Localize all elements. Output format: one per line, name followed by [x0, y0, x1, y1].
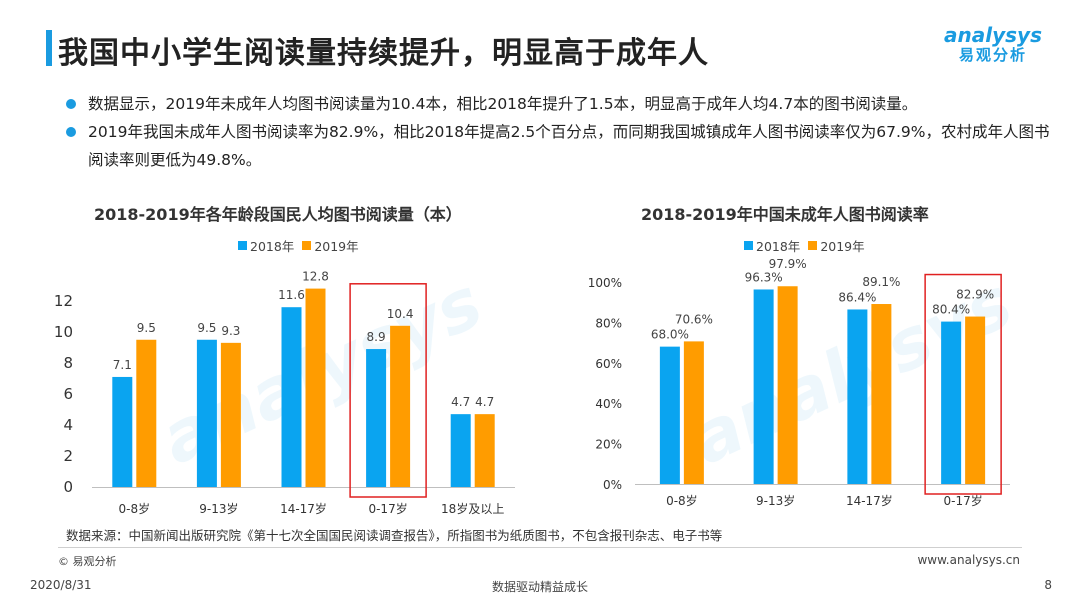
x-tick-label: 0-17岁	[368, 501, 407, 516]
bar	[683, 341, 704, 484]
x-tick-label: 0-17岁	[944, 493, 983, 508]
bar	[777, 286, 798, 484]
y-tick-label: 10	[54, 323, 73, 341]
y-tick-label: 2	[63, 447, 73, 465]
bullet-dot-icon	[66, 99, 76, 109]
logo-text-cn: 易观分析	[958, 46, 1027, 64]
bullet-item: 2019年我国未成年人图书阅读率为82.9%，相比2018年提高2.5个百分点，…	[62, 118, 1062, 174]
report-date: 2020/8/31	[30, 578, 92, 592]
bullet-dot-icon	[66, 127, 76, 137]
data-label: 82.9%	[956, 288, 994, 302]
y-tick-label: 60%	[595, 357, 622, 371]
copyright-text: © 易观分析	[58, 555, 117, 568]
logo-text-en: analysys	[944, 23, 1042, 47]
bar	[220, 342, 241, 487]
legend-label-2018: 2018年	[250, 239, 295, 254]
bar	[753, 289, 774, 484]
data-label: 86.4%	[838, 290, 876, 304]
y-tick-label: 8	[63, 354, 73, 372]
data-label: 80.4%	[932, 303, 970, 317]
bar	[871, 304, 892, 484]
legend-label-2018: 2018年	[756, 239, 801, 254]
y-tick-label: 20%	[595, 438, 622, 452]
bar	[474, 414, 495, 487]
data-label: 11.6	[278, 288, 305, 302]
legend-reading-volume: 2018年 2019年	[238, 236, 367, 255]
x-tick-label: 9-13岁	[756, 493, 795, 508]
data-source-note: 数据来源：中国新闻出版研究院《第十七次全国国民阅读调查报告》，所指图书为纸质图书…	[66, 528, 723, 543]
highlight-box	[924, 273, 1002, 495]
page-number: 8	[1044, 578, 1052, 592]
data-label: 70.6%	[675, 312, 713, 326]
bullet-text: 数据显示，2019年未成年人均图书阅读量为10.4本，相比2018年提升了1.5…	[88, 95, 918, 113]
legend-swatch-2018	[744, 241, 753, 250]
x-tick-label: 0-8岁	[118, 501, 150, 516]
legend-label-2019: 2019年	[314, 239, 359, 254]
bullet-text: 2019年我国未成年人图书阅读率为82.9%，相比2018年提高2.5个百分点，…	[88, 123, 1050, 169]
bar	[450, 414, 471, 487]
bar	[305, 288, 326, 487]
bar	[965, 316, 986, 484]
data-label: 9.3	[221, 324, 240, 338]
data-label: 4.7	[451, 395, 470, 409]
data-label: 7.1	[113, 358, 132, 372]
data-label: 9.5	[137, 321, 156, 335]
bar	[366, 349, 387, 487]
bar	[112, 376, 133, 487]
bar	[941, 321, 962, 484]
legend-item-2018: 2018年	[238, 236, 294, 255]
data-label: 8.9	[367, 330, 386, 344]
bullet-item: 数据显示，2019年未成年人均图书阅读量为10.4本，相比2018年提升了1.5…	[62, 90, 1062, 118]
data-label: 68.0%	[651, 328, 689, 342]
data-label: 4.7	[475, 395, 494, 409]
bullet-list: 数据显示，2019年未成年人均图书阅读量为10.4本，相比2018年提升了1.5…	[62, 90, 1062, 174]
footer-divider	[58, 547, 1022, 548]
legend-item-2019: 2019年	[302, 236, 359, 255]
y-tick-label: 0	[63, 478, 73, 496]
y-tick-label: 80%	[595, 316, 622, 330]
x-tick-label: 14-17岁	[280, 501, 327, 516]
y-tick-label: 6	[63, 385, 73, 403]
slogan-text: 数据驱动精益成长	[491, 580, 588, 594]
data-label: 12.8	[302, 270, 329, 284]
legend-reading-rate: 2018年 2019年	[744, 236, 873, 255]
x-tick-label: 0-8岁	[666, 493, 698, 508]
brand-logo: analysys 易观分析	[938, 24, 1048, 64]
title-accent-bar	[46, 30, 52, 66]
legend-swatch-2019	[808, 241, 818, 250]
y-tick-label: 4	[63, 416, 73, 434]
data-label: 9.5	[197, 321, 216, 335]
website-link[interactable]: www.analysys.cn	[917, 553, 1020, 567]
y-tick-label: 0%	[603, 478, 622, 492]
data-label: 96.3%	[745, 270, 783, 284]
bar	[847, 309, 868, 484]
bar	[136, 339, 157, 487]
y-tick-label: 40%	[595, 397, 622, 411]
legend-label-2019: 2019年	[820, 239, 865, 254]
y-tick-label: 12	[54, 292, 73, 310]
data-label: 89.1%	[862, 275, 900, 289]
legend-item-2018: 2018年	[744, 236, 800, 255]
x-tick-label: 9-13岁	[199, 501, 238, 516]
bar	[659, 346, 680, 484]
chart-title-reading-rate: 2018-2019年中国未成年人图书阅读率	[641, 205, 929, 224]
bar	[390, 325, 411, 487]
x-tick-label: 18岁及以上	[441, 501, 504, 516]
legend-item-2019: 2019年	[808, 236, 865, 255]
x-tick-label: 14-17岁	[846, 493, 893, 508]
data-label: 10.4	[387, 307, 414, 321]
highlight-box	[349, 283, 427, 498]
chart-title-reading-volume: 2018-2019年各年龄段国民人均图书阅读量（本）	[94, 205, 462, 224]
data-label: 97.9%	[769, 257, 807, 271]
page-title: 我国中小学生阅读量持续提升，明显高于成年人	[58, 36, 709, 71]
y-tick-label: 100%	[588, 276, 622, 290]
legend-swatch-2018	[238, 241, 247, 250]
legend-swatch-2019	[302, 241, 312, 250]
bar	[196, 339, 217, 487]
bar	[281, 307, 302, 487]
